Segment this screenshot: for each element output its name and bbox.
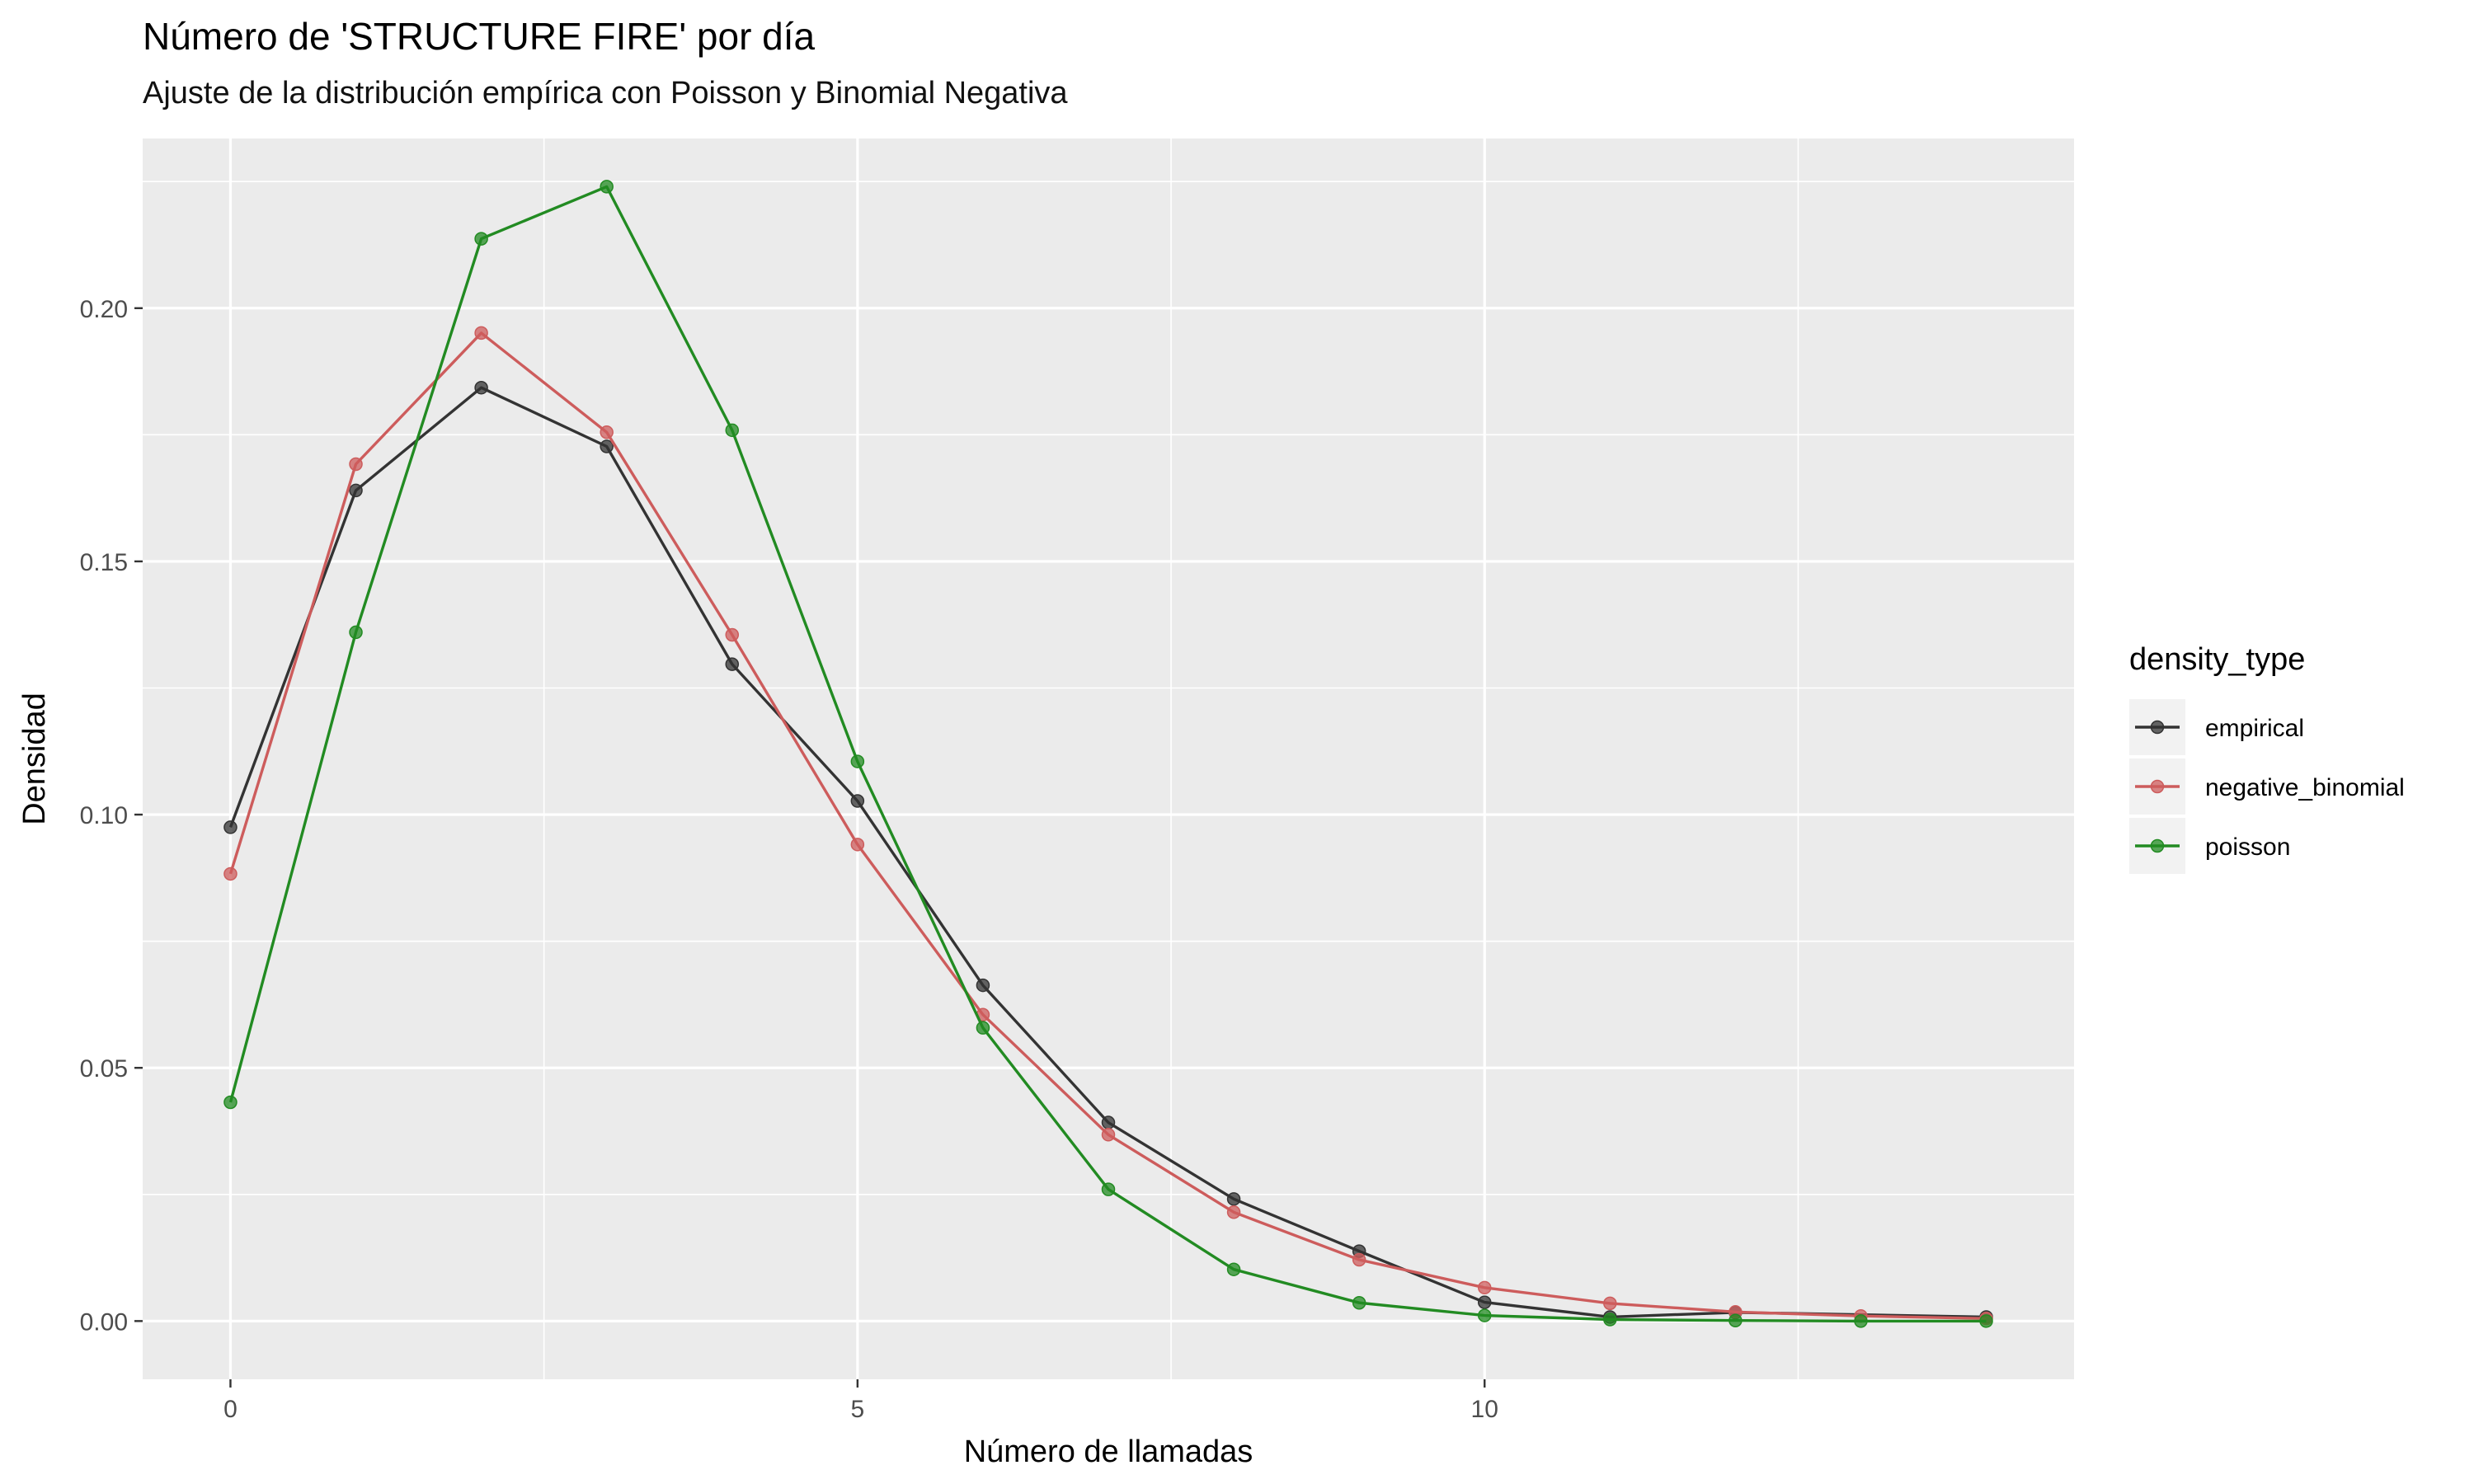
data-point-poisson bbox=[850, 754, 865, 768]
legend-title: density_type bbox=[2129, 642, 2305, 677]
data-point-negative_binomial bbox=[1603, 1296, 1617, 1311]
data-point-poisson bbox=[600, 180, 614, 194]
data-point-empirical bbox=[474, 380, 488, 395]
data-point-negative_binomial bbox=[1101, 1128, 1116, 1142]
legend-item-negative_binomial: negative_binomial bbox=[2129, 758, 2405, 815]
grid-major bbox=[143, 139, 2074, 1379]
x-tick-label: 5 bbox=[851, 1396, 865, 1423]
legend-key-point bbox=[2150, 720, 2165, 735]
data-point-negative_binomial bbox=[223, 866, 238, 881]
data-point-poisson bbox=[1854, 1314, 1868, 1328]
data-point-poisson bbox=[1979, 1314, 1993, 1328]
data-point-poisson bbox=[1101, 1182, 1116, 1196]
axis-ticks: 0 5 10 0.00 0.05 0.10 0.15 0.20 bbox=[80, 296, 1498, 1423]
legend-key-point bbox=[2150, 838, 2165, 853]
data-point-poisson bbox=[1477, 1308, 1492, 1322]
data-point-poisson bbox=[1352, 1295, 1366, 1310]
legend-key-point bbox=[2150, 779, 2165, 794]
data-point-empirical bbox=[349, 483, 363, 498]
data-point-poisson bbox=[474, 232, 488, 246]
y-tick-label: 0.15 bbox=[80, 549, 128, 576]
y-tick-label: 0.00 bbox=[80, 1308, 128, 1336]
data-point-poisson bbox=[1729, 1313, 1743, 1327]
data-point-poisson bbox=[1603, 1313, 1617, 1327]
legend-item-empirical: empirical bbox=[2129, 699, 2304, 755]
data-point-negative_binomial bbox=[850, 838, 865, 852]
data-point-empirical bbox=[223, 820, 238, 834]
legend-item-poisson: poisson bbox=[2129, 818, 2290, 874]
data-point-poisson bbox=[1226, 1262, 1241, 1276]
y-tick-label: 0.05 bbox=[80, 1055, 128, 1082]
x-axis-title: Número de llamadas bbox=[964, 1435, 1253, 1469]
data-point-empirical bbox=[976, 978, 990, 993]
data-point-empirical bbox=[1101, 1115, 1116, 1129]
legend-label: empirical bbox=[2205, 715, 2304, 742]
data-point-empirical bbox=[1226, 1192, 1241, 1206]
series-line-empirical bbox=[228, 386, 1987, 1319]
data-point-empirical bbox=[725, 657, 740, 671]
data-point-negative_binomial bbox=[600, 425, 614, 439]
data-point-poisson bbox=[349, 625, 363, 640]
y-axis-title: Densidad bbox=[17, 693, 52, 825]
data-point-negative_binomial bbox=[1226, 1205, 1241, 1219]
data-point-negative_binomial bbox=[349, 457, 363, 472]
data-point-empirical bbox=[850, 794, 865, 808]
chart-subtitle: Ajuste de la distribución empírica con P… bbox=[143, 76, 1068, 110]
series-poisson bbox=[223, 180, 1993, 1328]
series-layer bbox=[223, 180, 1993, 1328]
data-point-negative_binomial bbox=[725, 627, 740, 642]
data-point-empirical bbox=[600, 439, 614, 453]
x-tick-label: 0 bbox=[223, 1396, 238, 1423]
data-point-poisson bbox=[725, 423, 740, 438]
plot-panel bbox=[143, 139, 2074, 1379]
data-point-negative_binomial bbox=[474, 326, 488, 340]
chart-title: Número de 'STRUCTURE FIRE' por día bbox=[143, 15, 816, 58]
y-tick-label: 0.10 bbox=[80, 802, 128, 829]
x-tick-label: 10 bbox=[1471, 1396, 1498, 1423]
legend-label: negative_binomial bbox=[2205, 774, 2405, 801]
data-point-negative_binomial bbox=[1477, 1280, 1492, 1295]
series-negative_binomial bbox=[223, 326, 1993, 1326]
data-point-empirical bbox=[1477, 1295, 1492, 1309]
y-tick-label: 0.20 bbox=[80, 296, 128, 323]
data-point-negative_binomial bbox=[1352, 1252, 1366, 1267]
data-point-poisson bbox=[223, 1095, 238, 1110]
legend-label: poisson bbox=[2205, 834, 2290, 861]
data-point-poisson bbox=[976, 1021, 990, 1035]
